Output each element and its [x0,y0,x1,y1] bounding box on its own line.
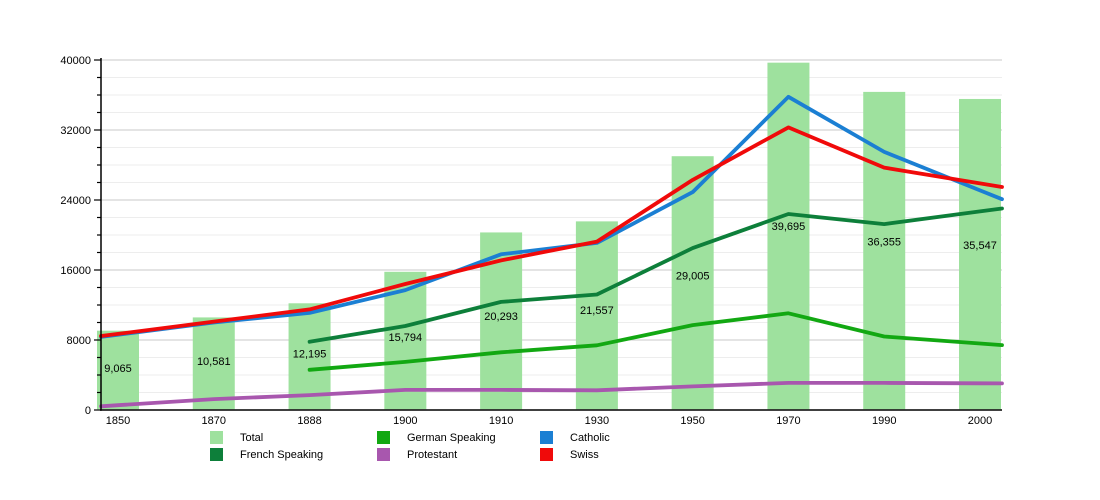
line-german-speaking [307,311,1004,372]
legend-swatch-protestant [377,448,390,461]
x-tick-label-1950: 1950 [680,415,704,427]
legend-swatch-french-speaking [210,448,223,461]
bar-label-1870: 10,581 [197,356,231,368]
bar-1870 [192,317,235,410]
legend-swatch-swiss [540,448,553,461]
legend-item-swiss: Swiss [540,446,610,463]
y-tick-label: 24000 [60,195,91,207]
x-tick-label-2000: 2000 [968,415,992,427]
line-french-speaking [307,206,1004,344]
bar-label-1850: 9,065 [104,363,132,375]
legend-item-protestant: Protestant [377,446,540,463]
x-tick-label-1970: 1970 [776,415,800,427]
y-tick-label: 40000 [60,55,91,67]
legend-label: Swiss [570,448,599,461]
legend-label: French Speaking [240,448,324,461]
x-tick-label-1910: 1910 [489,415,513,427]
bar-label-1930: 21,557 [580,305,614,317]
chart-legend: Total French Speaking German Speaking Pr… [210,429,610,463]
legend-item-german-speaking: German Speaking [377,429,540,446]
bar-label-1888: 12,195 [293,348,327,360]
legend-item-catholic: Catholic [540,429,610,446]
y-tick-label: 8000 [67,335,91,347]
legend-label: Catholic [570,431,610,444]
legend-swatch-german-speaking [377,431,390,444]
legend-item-total: Total [210,429,377,446]
y-tick-label: 0 [85,405,91,417]
bar-1970 [767,62,810,410]
bar-label-1990: 36,355 [867,236,901,248]
bar-label-1900: 15,794 [389,332,423,344]
x-tick-label-1888: 1888 [297,415,321,427]
legend-swatch-total [210,431,223,444]
legend-swatch-catholic [540,431,553,444]
bar-label-1910: 20,293 [484,311,518,323]
bar-1990 [863,91,906,410]
bar-1930 [575,221,618,410]
bar-label-2000: 35,547 [963,240,997,252]
legend-label: Total [240,431,264,444]
bar-label-1970: 39,695 [772,221,806,233]
legend-label: Protestant [407,448,458,461]
bar-label-1950: 29,005 [676,270,710,282]
line-swiss [99,125,1004,338]
x-tick-label-1990: 1990 [872,415,896,427]
bar-1850 [97,330,139,410]
legend-item-french-speaking: French Speaking [210,446,377,463]
legend-label: German Speaking [407,431,496,444]
y-tick-label: 32000 [60,125,91,137]
y-tick-label: 16000 [60,265,91,277]
x-tick-label-1900: 1900 [393,415,417,427]
line-protestant [99,380,1004,409]
x-tick-label-1930: 1930 [585,415,609,427]
x-tick-label-1850: 1850 [106,415,130,427]
bar-2000 [959,98,1001,410]
bar-1888 [288,303,331,410]
x-tick-label-1870: 1870 [202,415,226,427]
